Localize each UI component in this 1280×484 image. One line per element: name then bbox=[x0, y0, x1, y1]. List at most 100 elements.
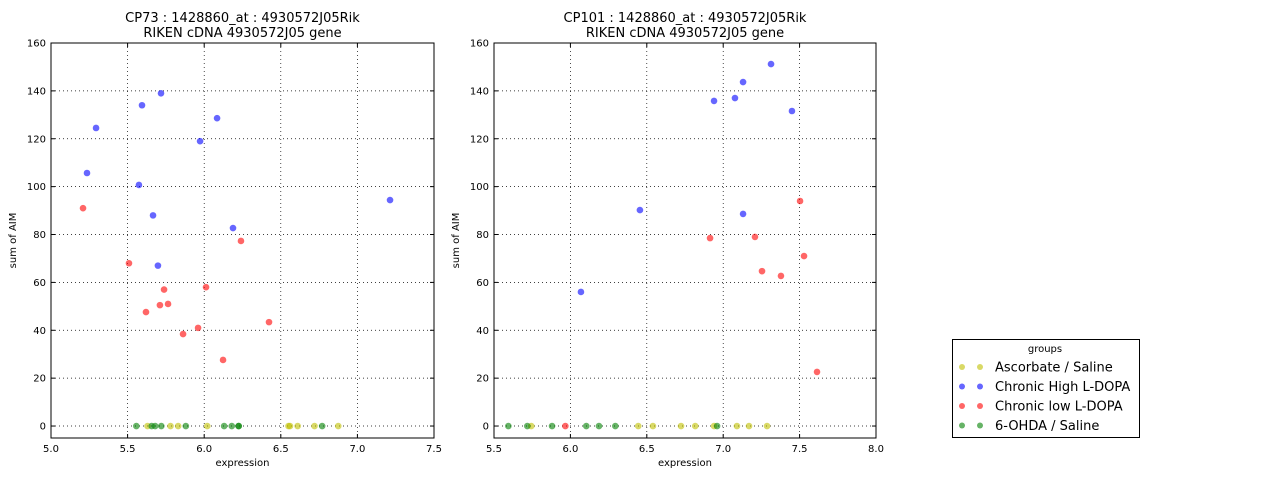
series-6-ohda-saline bbox=[505, 422, 721, 430]
y-tick-label: 80 bbox=[476, 230, 489, 241]
series-6-ohda-saline bbox=[133, 422, 326, 430]
legend-label: Chronic low L-DOPA bbox=[995, 400, 1123, 415]
data-point bbox=[79, 204, 87, 212]
data-point bbox=[745, 422, 753, 430]
data-point bbox=[135, 181, 143, 189]
data-point bbox=[83, 169, 91, 177]
data-point bbox=[138, 101, 146, 109]
data-point bbox=[562, 422, 569, 430]
y-tick-label: 40 bbox=[476, 326, 489, 337]
data-point bbox=[739, 78, 747, 86]
data-point bbox=[577, 288, 585, 296]
legend-item: 6-OHDA / Saline bbox=[959, 419, 1099, 434]
data-point bbox=[229, 224, 237, 232]
x-tick-label: 7.0 bbox=[715, 444, 731, 455]
series-chronic-low-l-dopa bbox=[562, 197, 821, 430]
data-point bbox=[386, 196, 394, 204]
y-tick-label: 120 bbox=[27, 134, 46, 145]
data-point bbox=[294, 422, 301, 430]
data-point bbox=[149, 212, 157, 219]
y-tick-label: 100 bbox=[27, 182, 46, 193]
data-point bbox=[311, 422, 318, 430]
data-point bbox=[151, 422, 159, 430]
y-tick-label: 100 bbox=[470, 182, 489, 193]
series-ascorbate-saline bbox=[144, 422, 342, 430]
data-point bbox=[677, 422, 685, 430]
data-point bbox=[777, 272, 785, 280]
y-tick-label: 20 bbox=[33, 374, 46, 385]
data-point bbox=[158, 422, 165, 430]
y-tick-label: 80 bbox=[33, 230, 46, 241]
data-point bbox=[203, 422, 211, 430]
data-point bbox=[220, 422, 228, 430]
data-point bbox=[182, 422, 190, 430]
legend-marker bbox=[959, 403, 965, 409]
data-point bbox=[788, 107, 796, 115]
legend-marker bbox=[977, 383, 983, 390]
data-point bbox=[710, 97, 718, 105]
data-point bbox=[196, 137, 204, 145]
legend-label: 6-OHDA / Saline bbox=[995, 419, 1099, 434]
data-point bbox=[154, 262, 162, 269]
series-chronic-high-l-dopa bbox=[577, 60, 796, 296]
chart-subtitle: RIKEN cDNA 4930572J05 gene bbox=[143, 26, 341, 41]
legend-item: Ascorbate / Saline bbox=[959, 361, 1113, 376]
data-point bbox=[142, 308, 150, 316]
y-tick-label: 120 bbox=[470, 134, 489, 145]
x-tick-label: 6.5 bbox=[639, 444, 655, 455]
y-tick-label: 40 bbox=[33, 326, 46, 337]
data-point bbox=[235, 422, 242, 430]
x-tick-label: 7.0 bbox=[349, 444, 365, 455]
data-point bbox=[92, 124, 100, 132]
legend-marker bbox=[977, 422, 983, 429]
legend-title: groups bbox=[1028, 344, 1062, 355]
legend: groups Ascorbate / Saline Chronic High L-D… bbox=[952, 339, 1140, 438]
data-point bbox=[751, 233, 759, 241]
x-tick-label: 5.5 bbox=[120, 444, 136, 455]
data-point bbox=[767, 60, 775, 68]
data-point bbox=[202, 283, 210, 291]
data-point bbox=[505, 422, 512, 430]
legend-marker bbox=[959, 422, 965, 429]
x-axis-label: expression bbox=[216, 458, 270, 469]
data-point bbox=[157, 89, 165, 97]
chart-2: CP101 : 1428860_at : 4930572J05RikRIKEN … bbox=[451, 11, 884, 469]
data-point bbox=[228, 422, 236, 430]
data-point bbox=[334, 422, 342, 430]
data-point bbox=[164, 300, 172, 308]
data-point bbox=[739, 210, 747, 218]
data-point bbox=[194, 324, 202, 332]
x-tick-label: 5.5 bbox=[486, 444, 502, 455]
data-point bbox=[733, 422, 741, 430]
data-point bbox=[706, 234, 714, 242]
data-point bbox=[160, 286, 168, 293]
legend-marker bbox=[959, 383, 965, 390]
series-chronic-high-l-dopa bbox=[83, 89, 394, 269]
data-point bbox=[219, 356, 227, 364]
chart-subtitle: RIKEN cDNA 4930572J05 gene bbox=[586, 26, 784, 41]
data-point bbox=[691, 422, 699, 430]
y-tick-label: 60 bbox=[33, 278, 46, 289]
data-point bbox=[813, 368, 821, 376]
data-point bbox=[800, 252, 808, 260]
data-point bbox=[548, 422, 556, 430]
data-point bbox=[612, 422, 619, 430]
x-tick-label: 6.5 bbox=[273, 444, 289, 455]
x-tick-label: 7.5 bbox=[792, 444, 808, 455]
x-tick-label: 5.0 bbox=[43, 444, 59, 455]
legend-label: Chronic High L-DOPA bbox=[995, 380, 1130, 395]
data-point bbox=[133, 422, 140, 430]
legend-label: Ascorbate / Saline bbox=[995, 361, 1113, 376]
x-tick-label: 7.5 bbox=[426, 444, 442, 455]
data-point bbox=[318, 422, 326, 430]
data-point bbox=[524, 422, 531, 430]
y-tick-label: 160 bbox=[470, 39, 489, 50]
data-point bbox=[213, 114, 221, 122]
series-chronic-low-l-dopa bbox=[79, 204, 273, 364]
data-point bbox=[595, 422, 603, 430]
legend-marker bbox=[977, 364, 983, 370]
data-point bbox=[796, 197, 804, 205]
y-tick-label: 160 bbox=[27, 39, 46, 50]
